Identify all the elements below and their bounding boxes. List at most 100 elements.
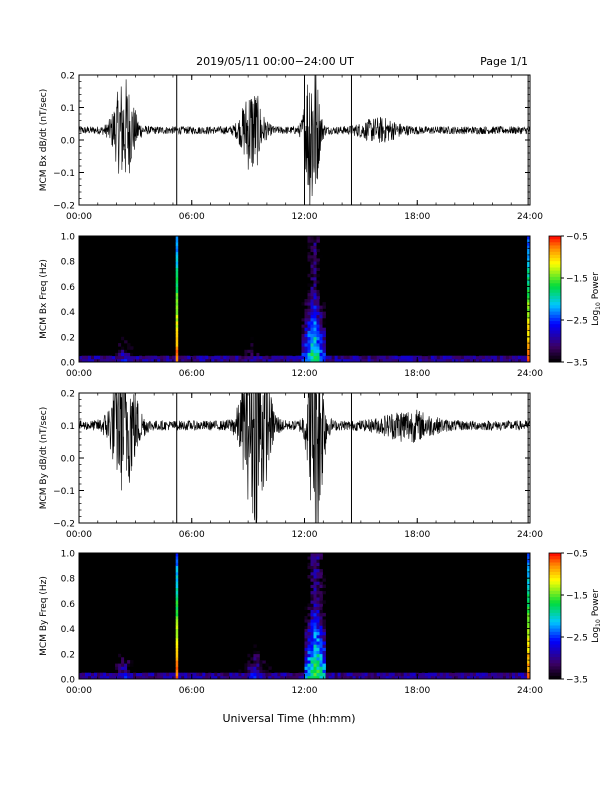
spectrogram-cell [298,675,302,679]
spectrogram-cell [304,314,308,319]
spectrogram-spike [175,327,179,331]
spectrogram-cell [310,270,314,275]
spectrogram-cell [85,358,89,362]
spectrogram-cell [304,355,308,360]
spectrogram-cell [313,666,317,670]
spectrogram-cell [313,327,317,331]
spectrogram-cell [322,349,326,353]
spectrogram-cell [265,663,269,667]
spectrogram-cell [307,619,311,623]
spectrogram-spike [175,597,179,601]
spectrogram-cell [358,675,362,679]
spectrogram-cell [124,666,128,670]
spectrogram-cell [250,355,254,360]
spectrogram-cell [319,660,323,664]
spectrogram-cell [322,612,326,617]
spectrogram-cell [448,672,453,677]
spectrogram-cell [481,672,486,677]
y-tick-label: −0.2 [53,202,75,212]
spectrogram-cell [265,669,269,673]
spectrogram-cell [307,650,311,655]
spectrogram-cell [319,553,323,557]
colorbar-swatch [549,628,561,633]
spectrogram-cell [364,358,368,362]
spectrogram-cell [112,663,116,667]
spectrogram-cell [361,672,365,677]
spectrogram-cell [91,669,95,673]
colorbar-swatch [549,663,561,667]
spectrogram-cell [142,355,146,360]
colorbar-label-main: Log [591,310,601,326]
spectrogram-cell [487,672,492,677]
colorbar-swatch [549,352,561,357]
spectrogram-cell [304,352,308,357]
spectrogram-cell [319,333,323,338]
spectrogram-cell [115,669,119,673]
spectrogram-cell [139,675,143,679]
spectrogram-cell [208,352,212,357]
spectrogram-cell [304,587,308,592]
spectrogram-cell [304,317,308,322]
spectrogram-cell [160,675,164,679]
spectrogram-cell [193,358,197,362]
spectrogram-cell [319,339,323,344]
spectrogram-cell [313,295,317,300]
spectrogram-cell [88,358,92,362]
spectrogram-cell [220,355,224,360]
spectrogram-spike [527,571,530,576]
spectrogram-cell [142,358,146,362]
spectrogram-cell [136,358,140,362]
spectrogram-cell [313,669,317,673]
spectrogram-cell [301,311,305,316]
spectrogram-cell [79,672,83,677]
y-tick-label: 0.8 [61,258,76,268]
spectrogram-cell [139,355,143,360]
spectrogram-cell [391,675,396,679]
spectrogram-cell [316,336,320,341]
spectrogram-cell [313,283,317,287]
spectrogram-cell [262,358,266,362]
spectrogram-cell [304,324,308,328]
spectrogram-cell [319,559,323,563]
spectrogram-cell [512,672,516,677]
colorbar-swatch [549,248,561,253]
x-tick-label: 00:00 [66,530,92,540]
spectrogram-cell [187,675,191,679]
spectrogram-spike [527,634,530,639]
colorbar-swatch [549,251,561,256]
spectrogram-cell [250,660,254,664]
colorbar-label: Log10 Power [591,272,602,326]
spectrogram-cell [115,663,119,667]
spectrogram-spike [527,251,530,256]
spectrogram-spike [527,352,530,357]
spectrogram-cell [307,308,311,312]
spectrogram-spike [175,675,179,679]
spectrogram-cell [319,317,323,322]
spectrogram-cell [274,675,278,679]
spectrogram-cell [358,352,362,357]
spectrogram-cell [316,597,320,601]
spectrogram-cell [307,333,311,338]
spectrogram-cell [121,346,125,350]
spectrogram-cell [121,355,125,360]
colorbar-swatch [549,638,561,642]
spectrogram-cell [316,343,320,347]
spectrogram-cell [319,597,323,601]
spectrogram-cell [313,245,317,249]
spectrogram-cell [436,358,441,362]
spectrogram-cell [310,267,314,271]
spectrogram-cell [271,669,275,673]
spectrogram-cell [226,672,230,677]
spectrogram-cell [208,675,212,679]
spectrogram-cell [310,251,314,256]
spectrogram-spike [175,609,179,614]
spectrogram-cell [409,358,414,362]
spectrogram-cell [373,355,378,360]
spectrogram-cell [406,675,411,679]
spectrogram-cell [109,358,113,362]
spectrogram-cell [112,675,116,679]
colorbar-swatch [549,343,561,347]
spectrogram-spike [175,336,179,341]
spectrogram-cell [484,355,489,360]
